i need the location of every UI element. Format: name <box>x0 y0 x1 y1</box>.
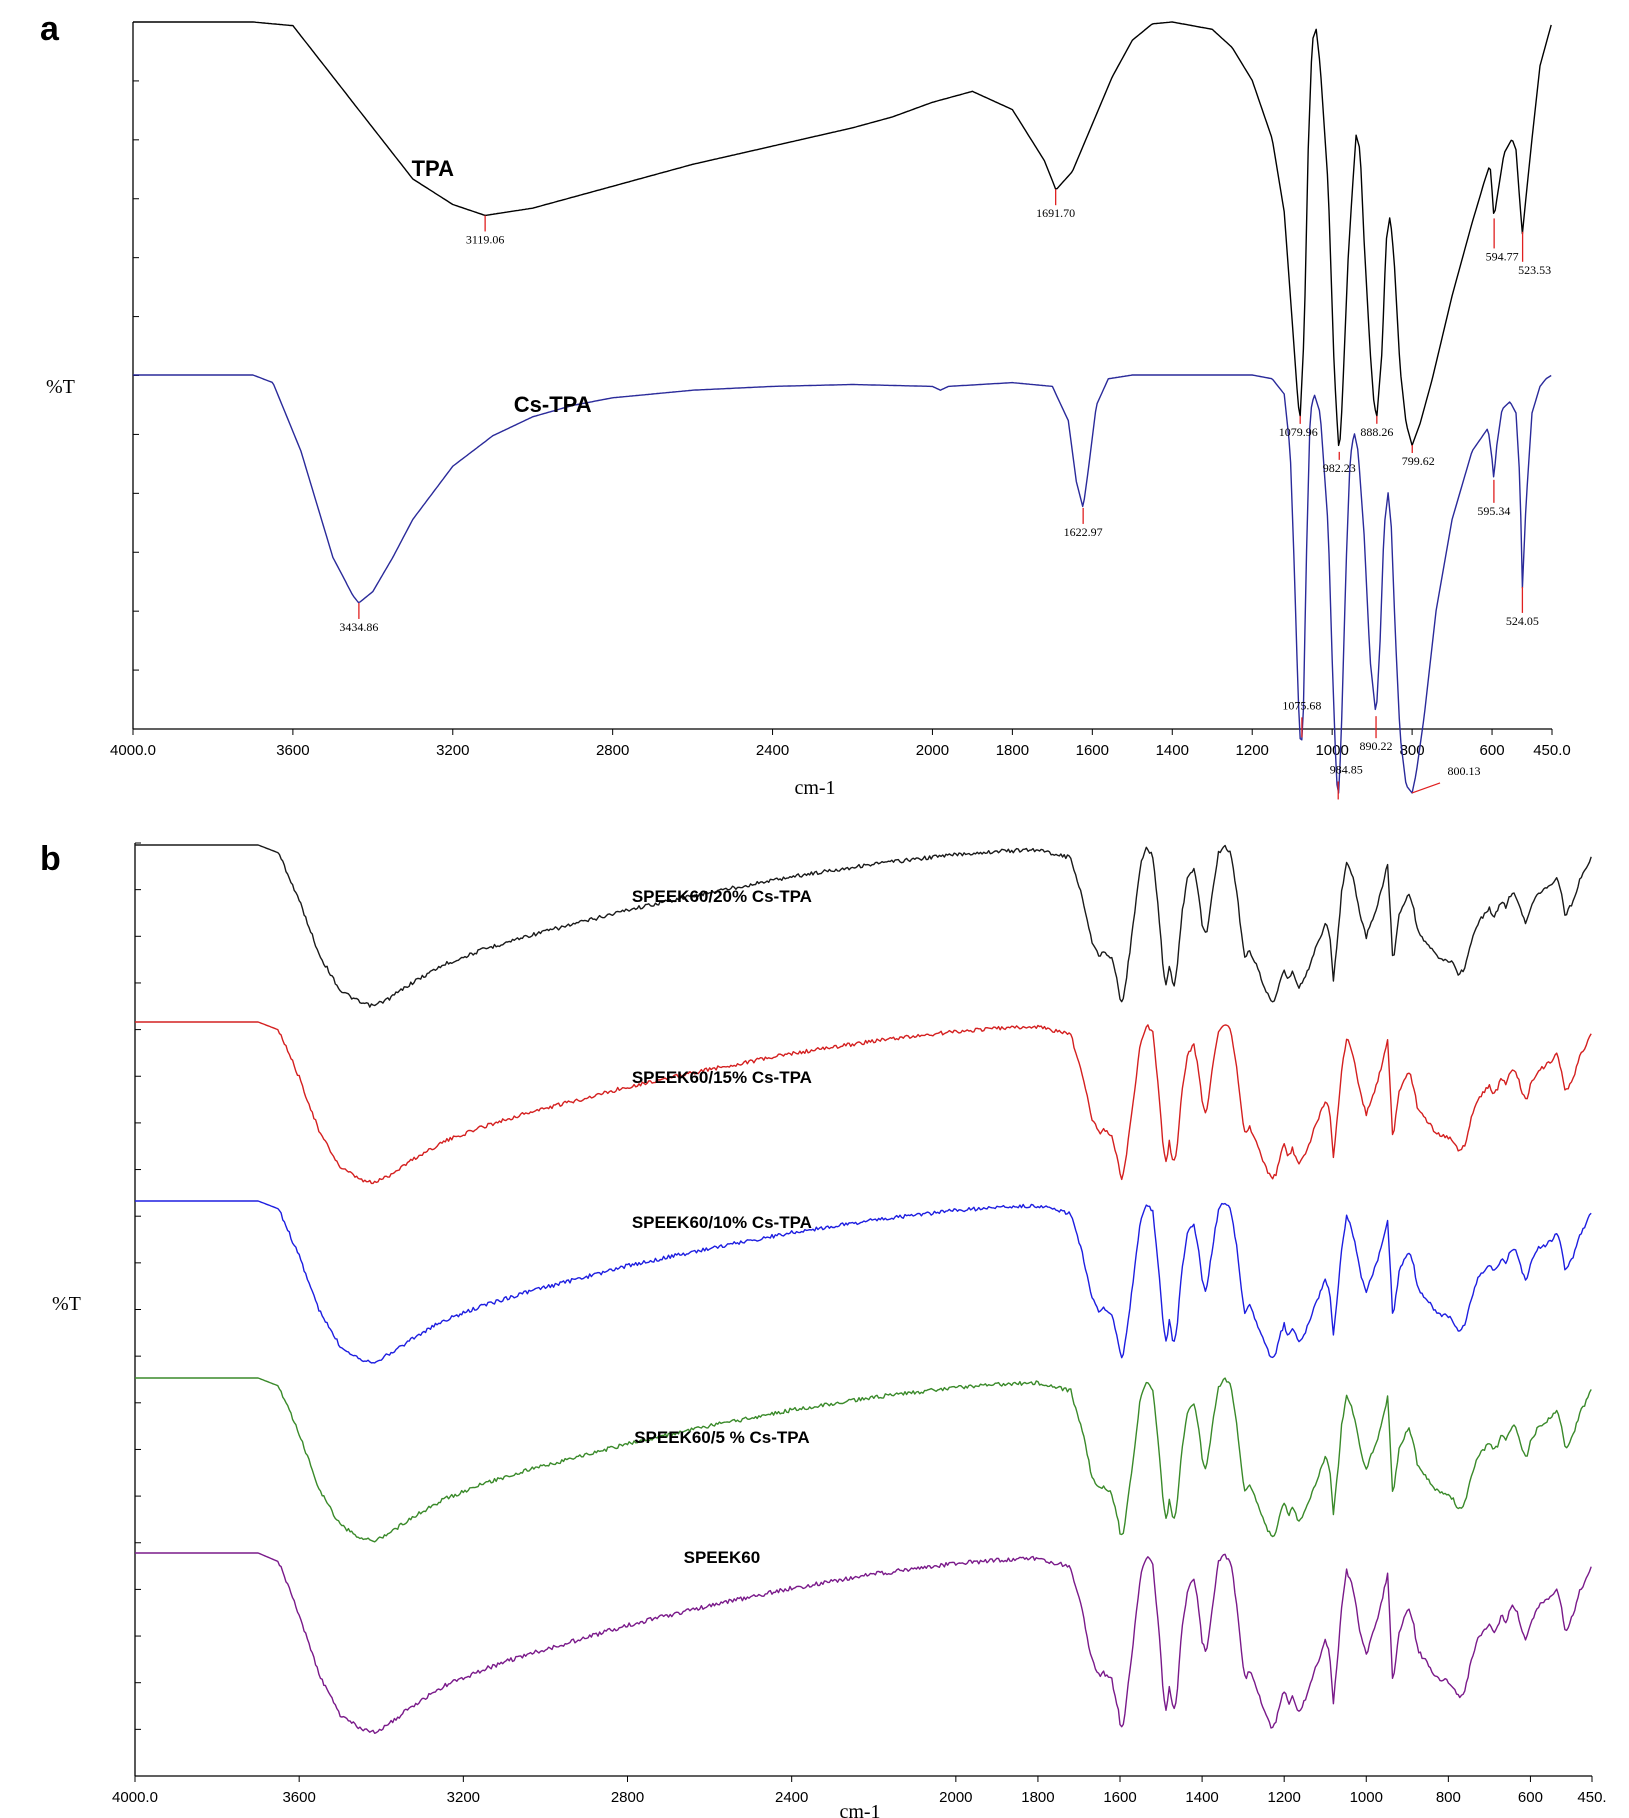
panel-b-ylabel: %T <box>52 1293 81 1315</box>
peak-label: 1691.70 <box>1036 206 1075 220</box>
panel-b-x-tick-label: 3200 <box>447 1789 480 1806</box>
panel-b: b %T cm-1 4000.0 3600 3200 2800 2400 2000 1800… <box>40 840 1607 1818</box>
peak-label: 890.22 <box>1360 739 1393 753</box>
panel-b-x-tick-label: 600 <box>1518 1789 1543 1806</box>
peak-label: 1079.96 <box>1279 425 1318 439</box>
panel-b-axes: 4000.0 3600 3200 2800 2400 2000 1800 1600 1400 12… <box>112 842 1607 1806</box>
peak-label: 982.23 <box>1323 461 1356 475</box>
series-label-tpa: TPA <box>412 156 454 181</box>
panel-a-x-tick-label: 600 <box>1480 742 1505 759</box>
panel-b-curves <box>135 844 1592 1734</box>
peak-label: 595.34 <box>1477 504 1510 518</box>
peak-label: 523.53 <box>1518 263 1551 277</box>
peak-marker <box>1411 782 1441 794</box>
series-line-speek60 <box>135 1552 1592 1734</box>
series-label-speek60-5-cs-tpa: SPEEK60/5 % Cs-TPA <box>634 1428 809 1447</box>
panel-b-xlabel: cm-1 <box>839 1801 880 1818</box>
panel-a-x-tick-label: 3600 <box>276 742 309 759</box>
peak-label: 800.13 <box>1448 764 1481 778</box>
panel-a-x-tick-label: 2400 <box>756 742 789 759</box>
panel-b-x-tick-label: 1800 <box>1021 1789 1054 1806</box>
panel-a-x-tick-label: 2000 <box>916 742 949 759</box>
peak-label: 3119.06 <box>466 232 505 246</box>
panel-a-axes: 4000.0 3600 3200 2800 2400 2000 1800 1600 1400 12… <box>110 21 1571 759</box>
panel-b-x-tick-label: 2000 <box>939 1789 972 1806</box>
panel-b-series-labels: SPEEK60/20% Cs-TPA SPEEK60/15% Cs-TPA SPEE… <box>632 887 812 1567</box>
series-line-tpa <box>133 21 1552 447</box>
series-line-speek60-5-cs-tpa <box>135 1377 1592 1543</box>
series-line-speek60-10-cs-tpa <box>135 1200 1592 1364</box>
peak-label: 524.05 <box>1506 614 1539 628</box>
panel-a-x-tick-label: 4000.0 <box>110 742 156 759</box>
peak-label: 3434.86 <box>339 620 378 634</box>
panel-a: a %T cm-1 4000.0 3600 3200 2800 2400 2000 1800… <box>40 10 1571 800</box>
panel-b-x-tick-label: 450. <box>1577 1789 1606 1806</box>
panel-b-x-tick-label: 1000 <box>1350 1789 1383 1806</box>
panel-b-x-tick-label: 2800 <box>611 1789 644 1806</box>
panel-a-x-tick-label: 450.0 <box>1533 742 1571 759</box>
panel-a-series-labels: TPA Cs-TPA <box>412 156 592 417</box>
panel-a-ylabel: %T <box>46 376 75 398</box>
series-label-speek60-10-cs-tpa: SPEEK60/10% Cs-TPA <box>632 1213 812 1232</box>
series-line-speek60-20-cs-tpa <box>135 844 1592 1008</box>
panel-b-x-tick-label: 800 <box>1436 1789 1461 1806</box>
series-label-cs-tpa: Cs-TPA <box>514 392 592 417</box>
panel-a-x-tick-label: 3200 <box>436 742 469 759</box>
panel-b-x-tick-label: 1600 <box>1103 1789 1136 1806</box>
panel-a-letter: a <box>40 10 60 48</box>
peak-label: 799.62 <box>1402 454 1435 468</box>
panel-a-peak-labels: 3119.06 1691.70 1079.96 982.23 888.26 799.62 5… <box>339 189 1551 800</box>
panel-a-x-tick-label: 1600 <box>1076 742 1109 759</box>
panel-a-x-tick-label: 1800 <box>996 742 1029 759</box>
series-label-speek60-15-cs-tpa: SPEEK60/15% Cs-TPA <box>632 1068 812 1087</box>
peak-label: 1622.97 <box>1064 525 1103 539</box>
panel-b-x-tick-label: 3600 <box>282 1789 315 1806</box>
panel-b-x-tick-label: 1200 <box>1267 1789 1300 1806</box>
peak-label: 594.77 <box>1486 249 1519 263</box>
panel-b-x-tick-label: 4000.0 <box>112 1789 158 1806</box>
series-line-speek60-15-cs-tpa <box>135 1021 1592 1185</box>
peak-label: 1075.68 <box>1282 698 1321 712</box>
panel-a-xlabel: cm-1 <box>794 777 835 799</box>
panel-a-x-tick-label: 1400 <box>1156 742 1189 759</box>
panel-a-x-tick-label: 2800 <box>596 742 629 759</box>
peak-label: 888.26 <box>1360 425 1393 439</box>
series-line-cs-tpa <box>133 374 1552 794</box>
peak-label: 984.85 <box>1330 762 1363 776</box>
panel-b-letter: b <box>40 840 61 878</box>
series-label-speek60-20-cs-tpa: SPEEK60/20% Cs-TPA <box>632 887 812 906</box>
panel-a-curves <box>133 21 1552 794</box>
panel-b-x-tick-label: 2400 <box>775 1789 808 1806</box>
series-label-speek60: SPEEK60 <box>684 1548 761 1567</box>
panel-a-x-tick-label: 1000 <box>1315 742 1348 759</box>
panel-a-x-tick-label: 1200 <box>1236 742 1269 759</box>
panel-b-x-tick-label: 1400 <box>1185 1789 1218 1806</box>
